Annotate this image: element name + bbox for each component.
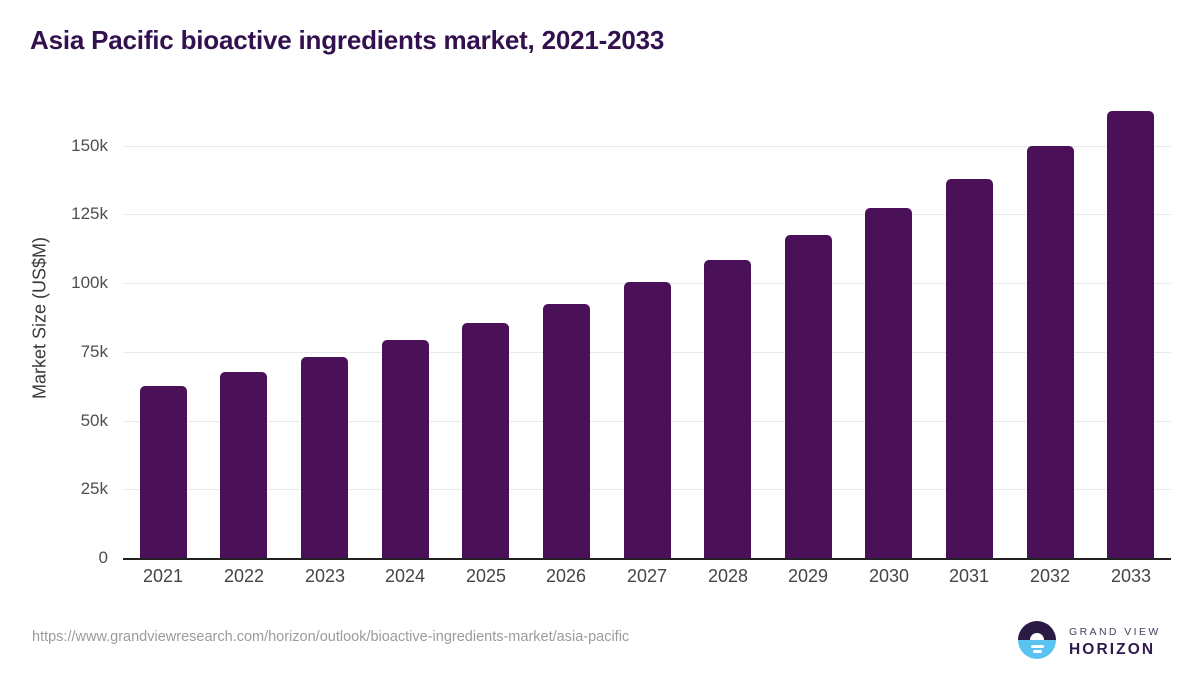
y-axis-tick-label: 50k [80, 411, 108, 430]
bar-2029[interactable] [785, 235, 832, 558]
x-axis-tick-label: 2022 [223, 566, 265, 586]
y-axis-tick-label: 100k [71, 273, 108, 292]
grand-view-horizon-logo-icon [1018, 621, 1056, 659]
brand-name-bottom: HORIZON [1069, 641, 1156, 658]
chart-title: Asia Pacific bioactive ingredients marke… [30, 25, 665, 55]
y-axis-tick-label: 0 [98, 548, 108, 567]
brand-text: GRAND VIEW HORIZON [1069, 621, 1161, 659]
x-axis-tick-label: 2028 [707, 566, 749, 586]
gridline [123, 146, 1171, 147]
logo-reflection-line [1030, 644, 1044, 648]
x-axis-tick-label: 2032 [1029, 566, 1071, 586]
x-axis-tick-label: 2026 [545, 566, 587, 586]
x-axis-tick-label: 2021 [142, 566, 184, 586]
y-axis-tick-label: 150k [71, 136, 108, 155]
bar-2031[interactable] [946, 179, 993, 558]
x-axis-tick-label: 2023 [304, 566, 346, 586]
y-axis-tick-label: 75k [80, 342, 108, 361]
logo-sun-icon [1030, 633, 1044, 640]
bar-2028[interactable] [704, 260, 751, 558]
x-axis-tick-label: 2024 [384, 566, 426, 586]
bar-2022[interactable] [220, 372, 267, 558]
x-axis-tick-label: 2033 [1110, 566, 1152, 586]
bar-2025[interactable] [462, 323, 509, 558]
source-url: https://www.grandviewresearch.com/horizo… [32, 629, 630, 645]
x-axis-tick-label: 2029 [787, 566, 829, 586]
bar-2026[interactable] [543, 304, 590, 558]
bar-2027[interactable] [624, 282, 671, 558]
logo-reflection-line [1032, 649, 1042, 653]
brand-name-top: GRAND VIEW [1069, 626, 1161, 638]
bar-2024[interactable] [382, 340, 429, 558]
bar-2032[interactable] [1027, 146, 1074, 558]
x-axis-line [123, 558, 1171, 560]
x-axis-tick-label: 2031 [948, 566, 990, 586]
gridline [123, 214, 1171, 215]
bar-2021[interactable] [140, 386, 187, 558]
x-axis-tick-label: 2025 [465, 566, 507, 586]
bar-2030[interactable] [865, 208, 912, 558]
brand-logo: GRAND VIEW HORIZON [1018, 621, 1161, 659]
x-axis-tick-label: 2027 [626, 566, 668, 586]
x-axis-tick-label: 2030 [868, 566, 910, 586]
bar-2023[interactable] [301, 357, 348, 558]
y-axis-tick-label: 25k [80, 479, 108, 498]
bar-2033[interactable] [1107, 111, 1154, 558]
y-axis-tick-label: 125k [71, 204, 108, 223]
